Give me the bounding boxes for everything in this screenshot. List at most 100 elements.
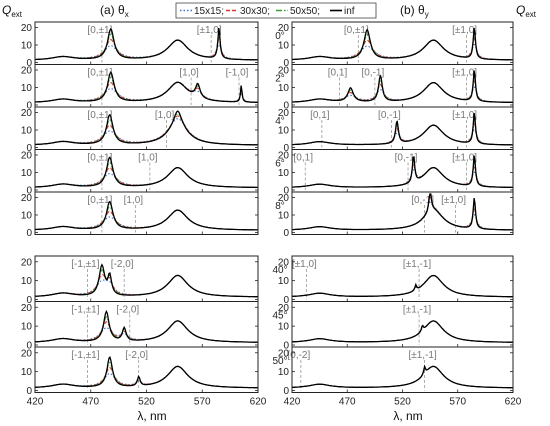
series-line-2 [292, 192, 513, 231]
annotation-label: [-1,±1] [71, 259, 99, 270]
series-line-3 [292, 112, 513, 146]
angle-label: 40° [272, 265, 287, 276]
top-panel-1-0: [0,±1] [±1,0] 0 10 20 [278, 21, 514, 69]
xtick-label: 420 [27, 397, 44, 408]
ytick-label: 0 [283, 295, 289, 306]
series-line-3 [292, 193, 513, 231]
panel-frame [34, 21, 259, 65]
annotation-label: [±1,0] [292, 259, 317, 270]
ytick-label: 20 [21, 348, 33, 359]
xtick-label: 520 [138, 397, 155, 408]
annotation-label: [0,-2] [287, 350, 310, 361]
annotation-label: [±1,0] [197, 25, 222, 36]
ytick-label: 20 [21, 257, 33, 268]
ytick-label: 10 [278, 211, 290, 222]
series-line-3 [292, 70, 513, 104]
ytick-label: 0 [26, 228, 32, 239]
series-line-3 [291, 274, 513, 298]
ytick-label: 10 [278, 168, 290, 179]
annotation-label: [0,±1] [87, 25, 112, 36]
legend-label-15: 15x15; [194, 6, 224, 17]
ytick-label: 10 [21, 276, 33, 287]
bottom-panel-1-2: [0,-2] [±1,-1] 0 10 20 [278, 346, 514, 397]
ytick-label: 0 [283, 101, 289, 112]
annotation-label: [0,±1] [344, 25, 369, 36]
ytick-label: 20 [21, 303, 33, 314]
ytick-label: 10 [278, 367, 290, 378]
series-line-2 [35, 162, 258, 188]
angle-label: 2° [275, 74, 285, 85]
ytick-label: 0 [283, 143, 289, 154]
ylabel-right: Qext [516, 3, 537, 19]
annotation-label: [0,±1] [87, 68, 112, 79]
annotation-label: [0,-1] [411, 195, 434, 206]
series-line-3 [292, 27, 513, 61]
top-panel-1-3: [0,1] [0,-1] [±1,0] 0 10 20 [278, 149, 514, 197]
xtick-label: 570 [194, 397, 211, 408]
ytick-label: 10 [278, 322, 290, 333]
title-col-a: (a) θx [100, 3, 129, 19]
panel-frame [34, 191, 259, 235]
ytick-label: 0 [283, 341, 289, 352]
top-panel-0-3: [0,±1] [1,0] 0 10 20 [21, 149, 259, 197]
series-line-3 [291, 364, 513, 389]
xtick-label: 620 [505, 397, 522, 408]
annotation-label: [1,0] [179, 68, 199, 79]
annotation-label: [0,-1] [361, 68, 384, 79]
ytick-label: 10 [21, 168, 33, 179]
annotation-label: [±1,0] [452, 110, 477, 121]
top-panel-0-0: [0,±1] [±1,0] 0 10 20 [21, 21, 259, 69]
series-line-3 [35, 70, 258, 103]
ytick-label: 10 [21, 126, 33, 137]
annotation-label: [±1,0] [452, 68, 477, 79]
xtick-label: 420 [284, 397, 301, 408]
ytick-label: 10 [278, 41, 290, 52]
annotation-label: [0,1] [294, 153, 314, 164]
series-line-3 [35, 200, 258, 231]
annotation-label: [-1,±1] [71, 350, 99, 361]
angle-label: 50° [272, 356, 287, 367]
ytick-label: 0 [283, 58, 289, 69]
annotation-label: [-2,0] [125, 350, 148, 361]
annotation-label: [0,±1] [87, 195, 112, 206]
ytick-label: 0 [26, 58, 32, 69]
annotation-label: [±1,-1] [403, 259, 431, 270]
series-line-3 [35, 27, 258, 61]
legend-label-30: 30x30; [240, 6, 270, 17]
ytick-label: 0 [283, 186, 289, 197]
annotation-label: [0,1] [328, 68, 348, 79]
series-line-1 [35, 115, 258, 146]
ytick-label: 10 [21, 83, 33, 94]
annotation-label: [-1,0] [226, 68, 249, 79]
top-panel-0-2: [0,±1] [1,0] 0 10 20 [21, 106, 259, 154]
panel-frame [34, 255, 259, 302]
legend-label-inf: inf [344, 6, 355, 17]
ytick-label: 20 [21, 108, 33, 119]
series-line-2 [292, 159, 513, 188]
series-line-3 [35, 110, 259, 146]
angle-label: 4° [275, 116, 285, 127]
xtick-label: 620 [250, 397, 267, 408]
xtick-label: 470 [82, 397, 99, 408]
ytick-label: 20 [21, 23, 33, 34]
ytick-label: 20 [278, 348, 290, 359]
bottom-panel-1-0: [±1,0] [±1,-1] 0 10 20 [278, 255, 514, 306]
ytick-label: 10 [278, 126, 290, 137]
ytick-label: 20 [278, 193, 290, 204]
annotation-label: [0,1] [310, 110, 330, 121]
ytick-label: 0 [26, 186, 32, 197]
series-line-0 [292, 200, 513, 231]
ytick-label: 20 [278, 66, 290, 77]
title-col-b: (b) θy [400, 3, 429, 19]
annotation-label: [0,±1] [87, 110, 112, 121]
top-panel-0-1: [0,±1] [1,0] [-1,0] 0 10 20 [21, 64, 259, 112]
series-line-3 [34, 263, 258, 298]
bottom-panel-0-0: [-1,±1] [-2,0] 0 10 20 [21, 255, 259, 306]
ytick-label: 0 [26, 101, 32, 112]
annotation-label: [±1,0] [441, 195, 466, 206]
series-line-3 [292, 155, 513, 189]
annotation-label: [1,0] [138, 153, 158, 164]
bottom-panel-1-1: [±1,-1] 0 10 20 [278, 301, 514, 352]
